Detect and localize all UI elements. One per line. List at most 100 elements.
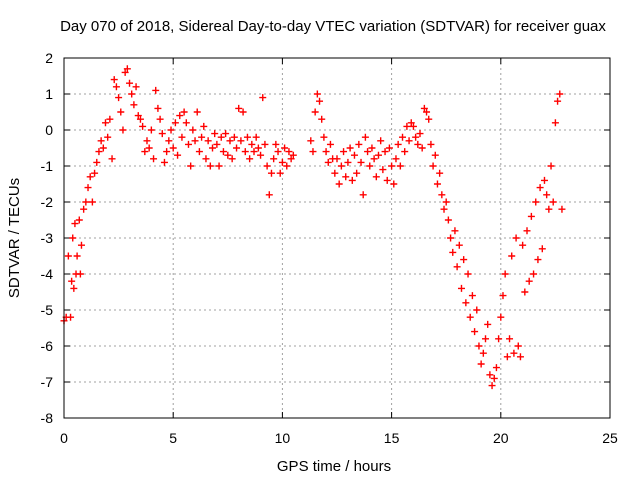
data-point <box>429 162 437 170</box>
data-point <box>471 328 479 336</box>
data-point <box>521 288 529 296</box>
data-point <box>82 198 90 206</box>
data-point <box>160 158 168 166</box>
data-point <box>333 155 341 163</box>
data-point <box>390 180 398 188</box>
data-point <box>475 342 483 350</box>
plot-frame <box>63 57 611 419</box>
data-point <box>274 148 282 156</box>
data-point <box>324 158 332 166</box>
data-point <box>167 126 175 134</box>
data-point <box>75 216 83 224</box>
data-point <box>165 137 173 145</box>
data-point <box>77 241 85 249</box>
data-point <box>156 115 164 123</box>
data-point <box>152 86 160 94</box>
x-tick-label: 10 <box>275 430 291 446</box>
data-point <box>460 256 468 264</box>
data-point <box>174 151 182 159</box>
data-point <box>516 353 524 361</box>
data-point <box>447 234 455 242</box>
data-point <box>551 119 559 127</box>
data-point <box>250 148 258 156</box>
data-point <box>134 112 142 120</box>
data-point <box>457 284 465 292</box>
data-point <box>379 166 387 174</box>
data-point <box>69 234 77 242</box>
data-point <box>93 158 101 166</box>
data-point <box>187 162 195 170</box>
data-point <box>401 148 409 156</box>
x-tick-label: 15 <box>384 430 400 446</box>
data-point <box>462 299 470 307</box>
data-point <box>237 137 245 145</box>
y-tick-label: 1 <box>45 86 53 102</box>
data-point <box>423 108 431 116</box>
data-point <box>189 126 197 134</box>
data-point <box>73 252 81 260</box>
data-point <box>230 133 238 141</box>
data-point <box>204 137 212 145</box>
data-point <box>289 151 297 159</box>
data-point <box>344 158 352 166</box>
y-tick-label: -8 <box>41 410 54 426</box>
data-point <box>228 155 236 163</box>
x-tick-label: 20 <box>493 430 509 446</box>
data-point <box>431 151 439 159</box>
data-point <box>418 144 426 152</box>
data-point <box>252 133 260 141</box>
data-point <box>558 205 566 213</box>
data-point <box>248 140 256 148</box>
y-tick-label: -2 <box>41 194 54 210</box>
data-point <box>123 65 131 73</box>
data-point <box>486 371 494 379</box>
data-point <box>150 155 158 163</box>
data-point <box>307 137 315 145</box>
data-point <box>370 155 378 163</box>
y-tick-label: -7 <box>41 374 54 390</box>
data-point <box>281 144 289 152</box>
data-point <box>184 140 192 148</box>
y-tick-label: -1 <box>41 158 54 174</box>
data-point <box>191 137 199 145</box>
data-point <box>335 180 343 188</box>
data-point <box>414 140 422 148</box>
data-point <box>313 90 321 98</box>
data-point <box>545 205 553 213</box>
data-point <box>554 97 562 105</box>
data-point <box>136 115 144 123</box>
data-point <box>158 130 166 138</box>
data-point <box>202 155 210 163</box>
data-point <box>473 306 481 314</box>
data-point <box>132 83 140 91</box>
data-point <box>425 115 433 123</box>
data-point <box>263 162 271 170</box>
data-point <box>403 122 411 130</box>
data-point <box>479 349 487 357</box>
data-point <box>383 176 391 184</box>
y-tick-label: -4 <box>41 266 54 282</box>
data-point <box>270 155 278 163</box>
data-point <box>84 184 92 192</box>
data-point <box>540 176 548 184</box>
data-point <box>477 360 485 368</box>
data-point <box>193 108 201 116</box>
data-point <box>468 292 476 300</box>
data-point <box>525 277 533 285</box>
data-point <box>91 169 99 177</box>
data-point <box>70 284 78 292</box>
data-point <box>101 119 109 127</box>
data-point <box>396 162 404 170</box>
data-point <box>427 140 435 148</box>
data-point <box>112 83 120 91</box>
data-point <box>272 140 280 148</box>
y-axis-label: SDTVAR / TECUs <box>6 178 23 298</box>
data-point <box>534 256 542 264</box>
data-point <box>309 148 317 156</box>
data-point <box>67 313 75 321</box>
data-point <box>455 241 463 249</box>
data-point <box>64 252 72 260</box>
data-point <box>217 133 225 141</box>
data-point <box>261 140 269 148</box>
data-point <box>195 148 203 156</box>
